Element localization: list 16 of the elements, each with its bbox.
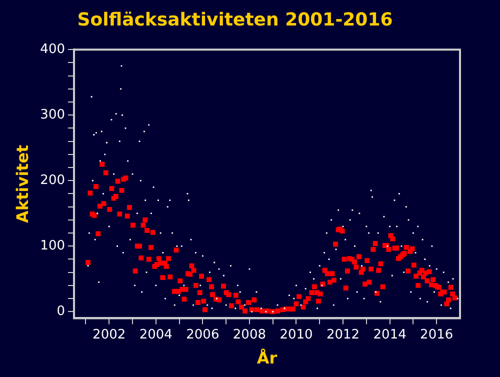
y-axis-title: Aktivitet: [12, 144, 32, 224]
y-tick-label: 300: [40, 107, 66, 122]
x-tick-label: 2016: [420, 327, 454, 342]
y-tick-label: 200: [40, 173, 66, 188]
x-tick-label: 2006: [186, 327, 220, 342]
y-tick-label: 0: [56, 304, 66, 320]
x-tick-label: 2010: [280, 327, 313, 342]
x-tick-label: 2002: [92, 327, 126, 342]
chart-title: Solfläcksaktiviteten 2001-2016: [77, 9, 393, 30]
x-tick-label: 2008: [232, 327, 266, 342]
y-tick-label: 400: [40, 42, 66, 57]
x-tick-label: 2014: [373, 327, 406, 342]
x-axis-title: År: [256, 348, 278, 368]
x-tick-label: 2004: [139, 327, 172, 342]
y-tick-label: 100: [40, 238, 66, 254]
x-tick-label: 2012: [326, 327, 360, 342]
